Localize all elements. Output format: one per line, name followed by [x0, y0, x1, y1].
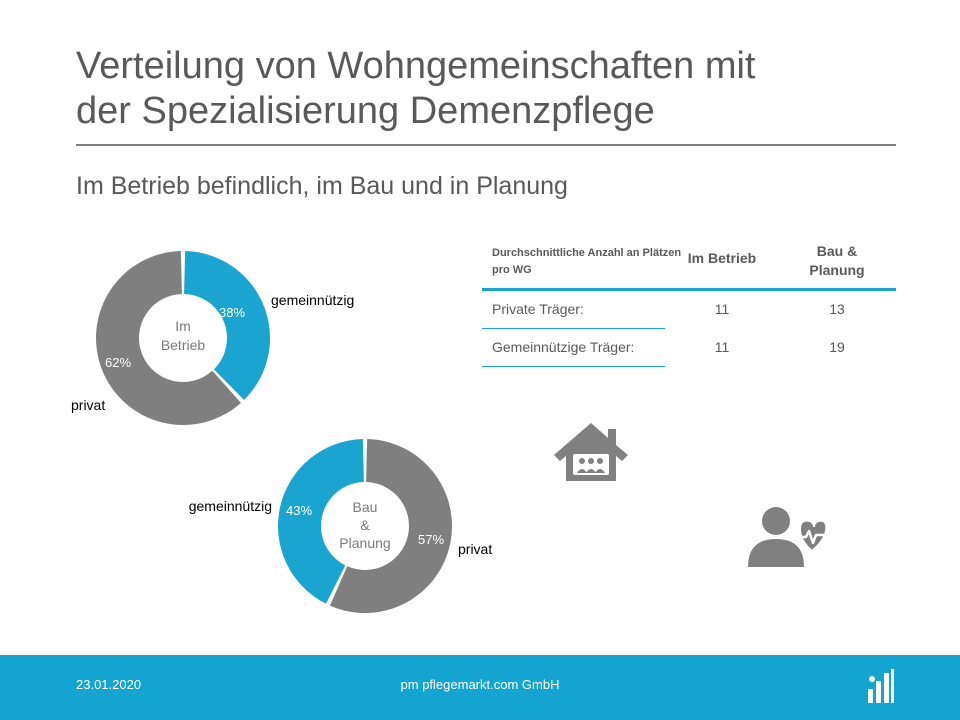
slice-category-label: privat — [71, 397, 105, 413]
slice-value-label: 43% — [286, 503, 312, 518]
row-label: Private Träger: — [492, 301, 584, 317]
donut-slice-2-1 — [329, 439, 453, 613]
slice-value-label: 57% — [418, 532, 444, 547]
donut-slice-2-2 — [277, 439, 364, 604]
title-divider — [76, 144, 896, 146]
table-header-im-betrieb: Im Betrieb — [687, 250, 757, 266]
slide-subtitle: Im Betrieb befindlich, im Bau und in Pla… — [76, 172, 568, 200]
table-header-bau-planung-line1: Bau & — [816, 243, 858, 259]
row-rule — [482, 328, 665, 329]
places-table: Durchschnittliche Anzahl an Plätzen pro … — [482, 236, 896, 367]
donut-center-label: & — [360, 517, 370, 533]
table-header-bau-planung: Bau & Planung — [782, 242, 892, 280]
footer-company: pm pflegemarkt.com GmbH — [400, 677, 560, 692]
row-label: Gemeinnützige Träger: — [492, 339, 635, 355]
table-header-bau-planung-line2: Planung — [809, 262, 865, 278]
slice-category-label: gemeinnützig — [271, 292, 354, 308]
row-bau-planung: 13 — [829, 301, 845, 317]
row-im-betrieb: 11 — [714, 339, 730, 355]
table-header-description: Durchschnittliche Anzahl an Plätzen pro … — [492, 247, 682, 276]
house-with-people-icon — [554, 423, 628, 481]
pflegemarkt-logo-icon — [868, 669, 894, 703]
donut-slice-1-2 — [96, 251, 241, 425]
footer-bar: 23.01.2020 pm pflegemarkt.com GmbH — [0, 655, 960, 720]
row-im-betrieb: 11 — [714, 301, 730, 317]
table-header-rule — [482, 288, 896, 291]
row-bau-planung: 19 — [829, 339, 845, 355]
donut-center-label: Betrieb — [161, 337, 206, 353]
title-line-2: der Spezialisierung Demenzpflege — [76, 90, 655, 132]
table-header: Durchschnittliche Anzahl an Plätzen pro … — [482, 236, 896, 291]
donut-charts: 38% gemeinnützig 62% privat Im Betrieb 57% priv… — [71, 251, 492, 613]
slice-category-label: privat — [458, 541, 492, 557]
row-rule — [482, 366, 665, 367]
table-row: Private Träger: 11 13 — [482, 291, 896, 329]
donut-center-label: Bau — [353, 499, 378, 515]
table-row: Gemeinnützige Träger: 11 19 — [482, 329, 896, 367]
slice-category-label: gemeinnützig — [189, 498, 272, 514]
donut-slice-1-1 — [184, 251, 270, 400]
slide-title: Verteilung von Wohngemeinschaften mit de… — [76, 44, 916, 134]
slice-value-label: 62% — [105, 355, 131, 370]
person-heartbeat-icon — [748, 507, 828, 567]
footer-date: 23.01.2020 — [76, 677, 142, 692]
donut-center-label: Planung — [339, 535, 390, 551]
slice-value-label: 38% — [219, 305, 245, 320]
title-line-1: Verteilung von Wohngemeinschaften mit — [76, 45, 756, 87]
donut-center-label: Im — [175, 318, 191, 334]
